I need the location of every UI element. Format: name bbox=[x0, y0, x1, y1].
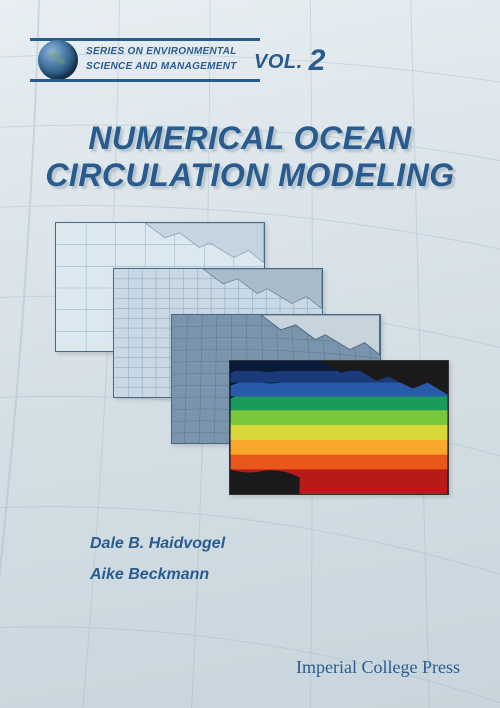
illustration-panels bbox=[55, 222, 455, 502]
book-title: NUMERICAL OCEAN CIRCULATION MODELING bbox=[0, 120, 500, 194]
series-line2: SCIENCE AND MANAGEMENT bbox=[86, 61, 237, 72]
volume-label: VOL. 2 bbox=[254, 44, 326, 78]
volume-number: 2 bbox=[309, 44, 326, 77]
author-1: Dale B. Haidvogel bbox=[90, 529, 225, 559]
heatmap-svg bbox=[230, 361, 448, 494]
author-2: Aike Beckmann bbox=[90, 560, 225, 590]
title-line1: NUMERICAL OCEAN bbox=[88, 120, 411, 156]
publisher: Imperial College Press bbox=[296, 657, 460, 678]
series-title: SERIES ON ENVIRONMENTAL SCIENCE AND MANA… bbox=[86, 45, 237, 74]
series-line1: SERIES ON ENVIRONMENTAL bbox=[86, 46, 237, 57]
authors: Dale B. Haidvogel Aike Beckmann bbox=[90, 529, 225, 590]
title-line2: CIRCULATION MODELING bbox=[45, 157, 454, 193]
panel-ocean-heatmap bbox=[229, 360, 449, 495]
series-bar-bottom bbox=[30, 79, 260, 82]
series-banner: SERIES ON ENVIRONMENTAL SCIENCE AND MANA… bbox=[30, 38, 330, 82]
globe-icon bbox=[38, 40, 78, 80]
